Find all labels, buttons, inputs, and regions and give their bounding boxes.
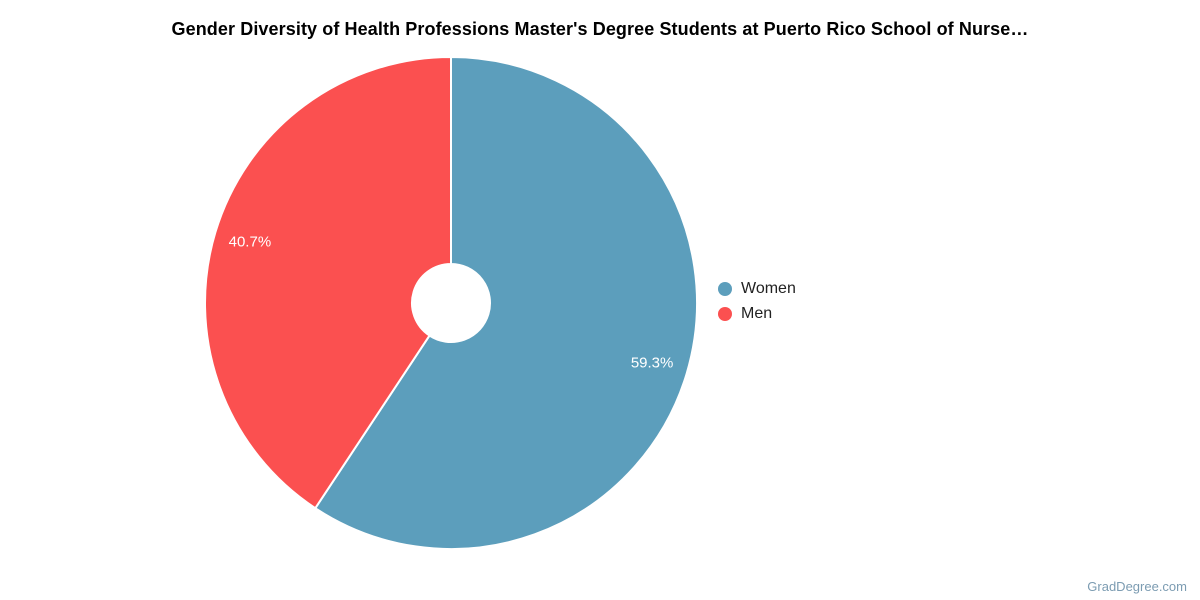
legend-label-men: Men: [741, 304, 773, 322]
legend-label-women: Women: [741, 279, 796, 297]
watermark-link[interactable]: GradDegree.com: [1087, 579, 1187, 594]
legend-swatch-men-icon: [718, 306, 732, 321]
slice-label-men: 40.7%: [229, 233, 272, 250]
legend-item-women[interactable]: Women: [718, 278, 796, 299]
legend-item-men[interactable]: Men: [718, 303, 796, 324]
slice-label-women: 59.3%: [631, 354, 674, 371]
legend-swatch-women-icon: [718, 281, 732, 296]
pie-slice-men[interactable]: [204, 56, 452, 510]
pie-slice-women[interactable]: [314, 56, 699, 550]
chart-title: Gender Diversity of Health Professions M…: [171, 19, 1029, 39]
chart-legend: Women Men: [718, 278, 796, 324]
